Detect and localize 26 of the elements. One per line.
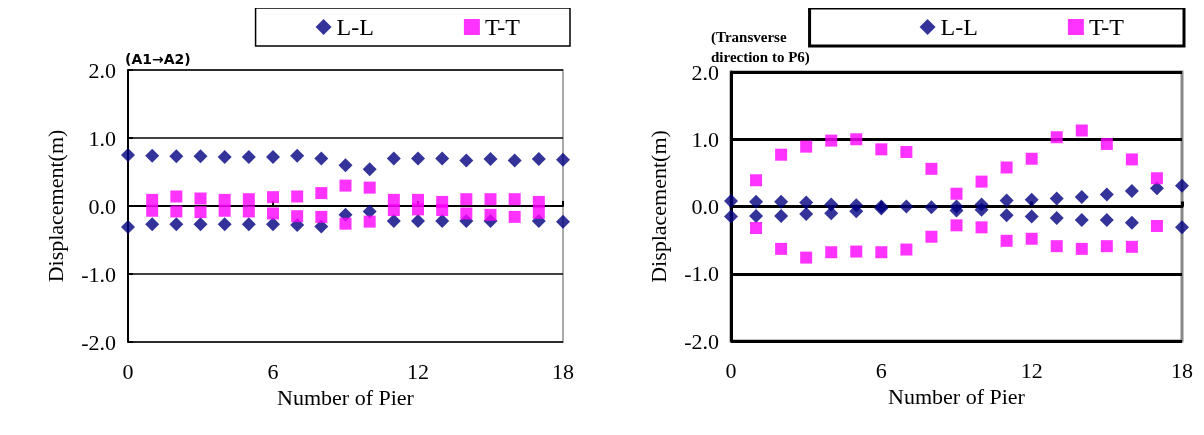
y-tick-label: 1.0: [88, 125, 116, 151]
y-tick-label: -1.0: [81, 261, 116, 287]
text: (A1→A2): [125, 51, 191, 67]
y-tick-label: 1.0: [691, 126, 719, 152]
x-tick-label: 18: [552, 358, 574, 384]
x-axis-title: Number of Pier: [277, 385, 415, 411]
legend-label: T-T: [1088, 14, 1125, 40]
x-tick-label: 12: [407, 358, 429, 384]
legend-label: L-L: [336, 14, 374, 40]
y-tick-label: 0.0: [691, 194, 719, 219]
x-tick-label: 0: [725, 357, 737, 383]
legend-label: L-L: [940, 14, 978, 40]
x-tick-label: 18: [1171, 357, 1193, 383]
y-tick-label: -2.0: [684, 328, 719, 354]
y-tick-label: -1.0: [684, 261, 719, 287]
y-tick-label: -2.0: [81, 329, 116, 355]
y-axis-title: Displacement(m): [42, 129, 68, 283]
x-tick-label: 6: [267, 358, 279, 384]
x-tick-label: 12: [1020, 357, 1043, 383]
y-tick-label: 2.0: [88, 57, 116, 83]
x-tick-label: 6: [875, 357, 887, 383]
y-axis-title: Displacement(m): [645, 130, 671, 283]
y-tick-label: 0.0: [88, 193, 116, 219]
x-tick-label: 0: [122, 358, 134, 384]
legend-label: T-T: [484, 14, 521, 40]
x-axis-title: Number of Pier: [888, 384, 1026, 410]
